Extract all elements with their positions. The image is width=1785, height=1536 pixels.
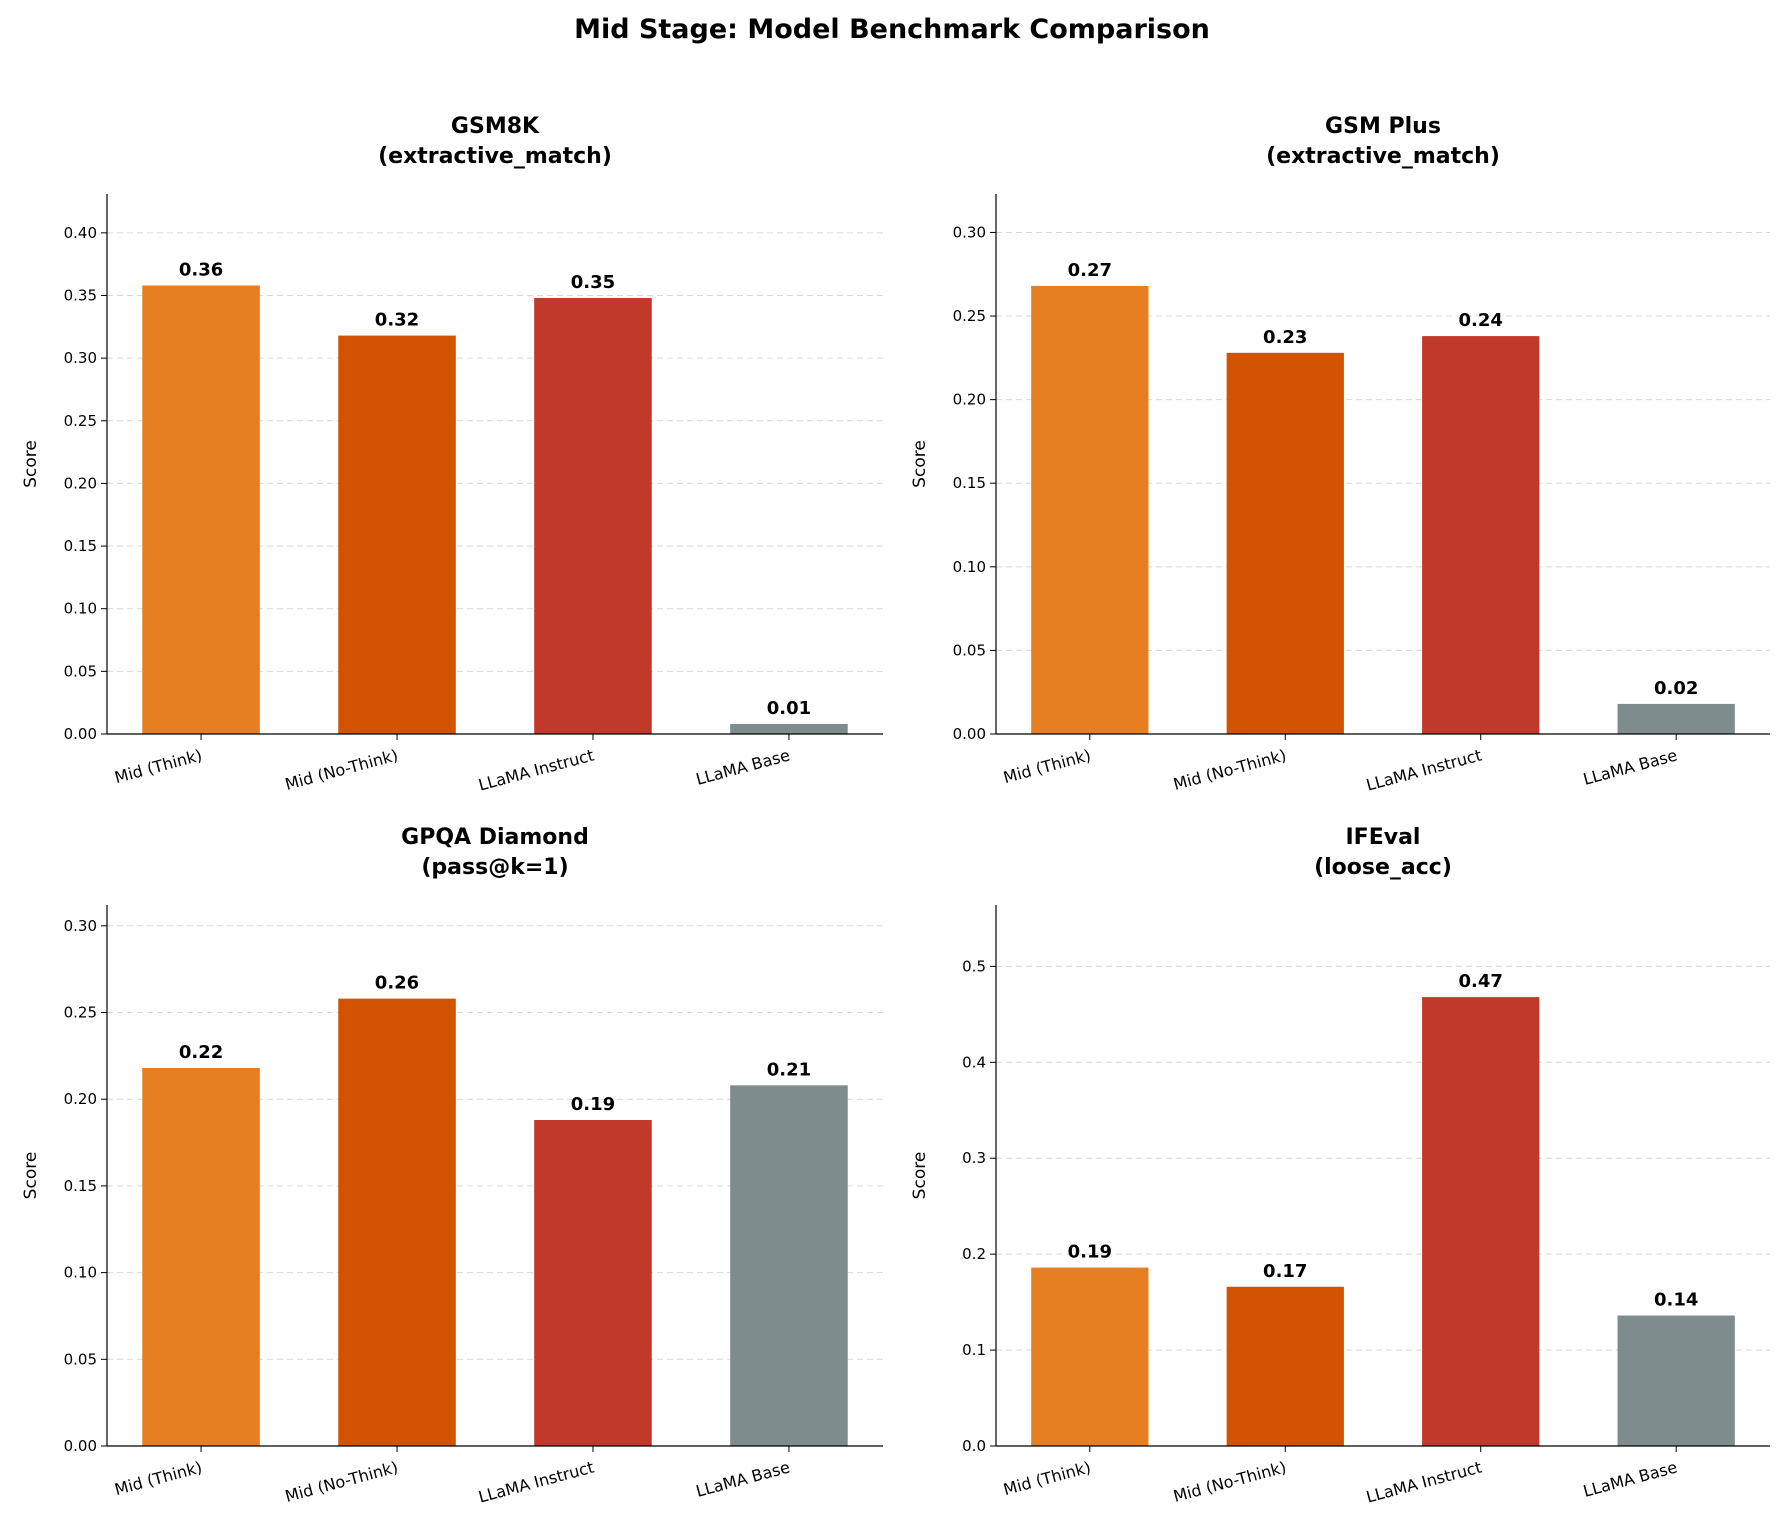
y-tick-label: 0.25 (953, 307, 986, 325)
y-tick-label: 0.30 (953, 223, 986, 241)
y-tick-label: 0.00 (64, 725, 97, 743)
x-tick-label: LLaMA Base (694, 1458, 792, 1501)
y-tick-label: 0.05 (64, 1350, 97, 1368)
x-tick-label: LLaMA Instruct (476, 746, 596, 795)
y-tick-label: 0.10 (953, 558, 986, 576)
y-tick-label: 0.10 (64, 600, 97, 618)
subplot-subtitle: (pass@k=1) (421, 855, 568, 880)
x-tick-label: Mid (No-Think) (1171, 1458, 1288, 1506)
x-tick-label: Mid (Think) (112, 1458, 204, 1500)
subplot-title: GSM Plus (1325, 114, 1441, 139)
x-tick-label: LLaMA Instruct (1364, 746, 1484, 795)
subplot-title: GPQA Diamond (401, 825, 589, 850)
x-tick-label: Mid (No-Think) (283, 746, 400, 794)
y-tick-label: 0.15 (64, 1177, 97, 1195)
data-label: 0.36 (179, 259, 223, 280)
data-label: 0.19 (1068, 1242, 1112, 1263)
x-tick-label: LLaMA Base (1581, 1458, 1679, 1501)
subplot-title: IFEval (1346, 825, 1421, 850)
x-tick-label: LLaMA Instruct (1364, 1458, 1484, 1507)
subplot-2: GPQA Diamond (pass@k=1) 0.00 0.05 0.10 0.15 0.… (21, 825, 883, 1507)
data-label: 0.32 (375, 310, 419, 331)
data-label: 0.19 (571, 1094, 615, 1115)
y-tick-label: 0.4 (962, 1053, 986, 1071)
bar-3 (730, 723, 848, 734)
y-tick-label: 0.00 (64, 1437, 97, 1455)
bar-0 (1031, 1267, 1149, 1446)
x-tick-label: LLaMA Instruct (476, 1458, 596, 1507)
bar-2 (534, 1120, 652, 1446)
y-axis-label: Score (21, 440, 41, 488)
x-tick-label: Mid (Think) (112, 746, 204, 788)
bar-2 (534, 297, 652, 734)
x-tick-label: Mid (Think) (1001, 746, 1093, 788)
y-tick-label: 0.05 (64, 662, 97, 680)
bar-1 (338, 335, 456, 734)
y-tick-label: 0.10 (64, 1264, 97, 1282)
bar-1 (1226, 1286, 1344, 1446)
y-tick-label: 0.20 (64, 474, 97, 492)
y-tick-label: 0.25 (64, 1004, 97, 1022)
data-label: 0.22 (179, 1042, 223, 1063)
y-tick-label: 0.35 (64, 286, 97, 304)
bar-1 (1226, 352, 1344, 734)
bar-0 (1031, 285, 1149, 734)
subplot-1: GSM Plus (extractive_match) 0.00 0.05 0.10 0.… (910, 114, 1770, 795)
bar-2 (1422, 997, 1540, 1446)
y-tick-label: 0.2 (962, 1245, 986, 1263)
bar-2 (1422, 336, 1540, 734)
y-tick-label: 0.00 (953, 725, 986, 743)
subplot-subtitle: (extractive_match) (378, 144, 612, 169)
y-tick-label: 0.15 (953, 474, 986, 492)
y-tick-label: 0.0 (962, 1437, 986, 1455)
subplot-subtitle: (extractive_match) (1266, 144, 1500, 169)
data-label: 0.14 (1654, 1290, 1698, 1311)
y-tick-label: 0.30 (64, 917, 97, 935)
x-tick-label: LLaMA Base (694, 746, 792, 789)
subplot-0: GSM8K (extractive_match) 0.00 0.05 0.10 0.15 0… (21, 114, 883, 795)
y-tick-label: 0.05 (953, 641, 986, 659)
data-label: 0.02 (1654, 678, 1698, 699)
x-tick-label: Mid (Think) (1001, 1458, 1093, 1500)
data-label: 0.01 (767, 698, 811, 719)
y-axis-label: Score (21, 1152, 41, 1200)
x-tick-label: Mid (No-Think) (1171, 746, 1288, 794)
bar-3 (1617, 1315, 1735, 1446)
data-label: 0.27 (1068, 260, 1112, 281)
y-tick-label: 0.20 (64, 1090, 97, 1108)
subplot-title: GSM8K (451, 114, 540, 139)
figure-title: Mid Stage: Model Benchmark Comparison (574, 14, 1210, 45)
subplot-subtitle: (loose_acc) (1314, 855, 1452, 880)
data-label: 0.23 (1263, 327, 1307, 348)
data-label: 0.47 (1459, 971, 1503, 992)
bar-0 (142, 285, 260, 734)
y-tick-label: 0.30 (64, 349, 97, 367)
subplot-3: IFEval (loose_acc) 0.0 0.1 0.2 0.3 0.4 0.5 Score… (910, 825, 1770, 1507)
y-tick-label: 0.15 (64, 537, 97, 555)
data-label: 0.21 (767, 1059, 811, 1080)
y-tick-label: 0.40 (64, 224, 97, 242)
data-label: 0.24 (1459, 310, 1503, 331)
bar-3 (730, 1085, 848, 1446)
bar-0 (142, 1067, 260, 1446)
y-tick-label: 0.5 (962, 957, 986, 975)
data-label: 0.17 (1263, 1261, 1307, 1282)
y-tick-label: 0.1 (962, 1341, 986, 1359)
y-axis-label: Score (910, 440, 930, 488)
x-tick-label: Mid (No-Think) (283, 1458, 400, 1506)
y-tick-label: 0.3 (962, 1149, 986, 1167)
y-tick-label: 0.25 (64, 412, 97, 430)
y-axis-label: Score (910, 1152, 930, 1200)
data-label: 0.35 (571, 272, 615, 293)
x-tick-label: LLaMA Base (1581, 746, 1679, 789)
data-label: 0.26 (375, 973, 419, 994)
bar-1 (338, 998, 456, 1446)
bar-3 (1617, 703, 1735, 734)
y-tick-label: 0.20 (953, 391, 986, 409)
